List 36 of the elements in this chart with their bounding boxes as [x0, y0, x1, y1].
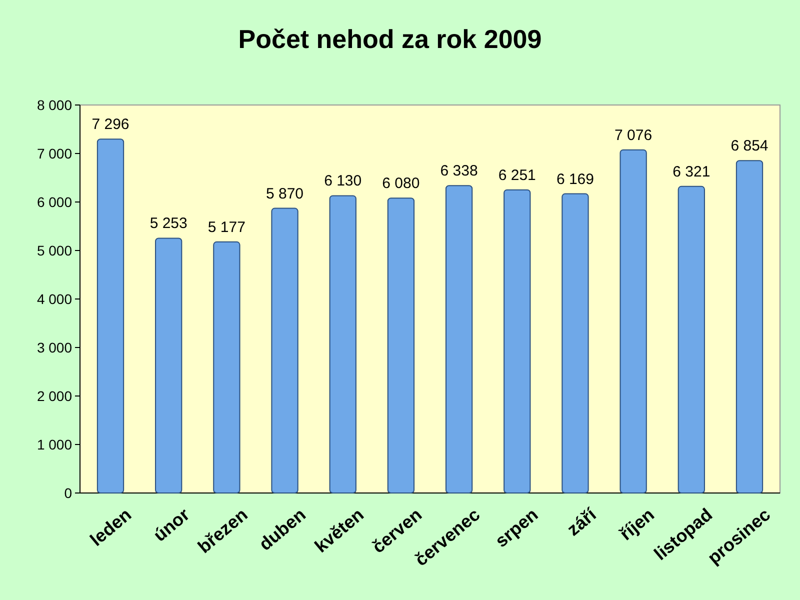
data-label: 5 870	[266, 185, 304, 202]
bar	[271, 208, 298, 494]
x-tick-label: září	[563, 504, 601, 540]
bar	[678, 186, 705, 494]
bar	[329, 195, 356, 494]
bar	[445, 185, 473, 494]
y-tick-label: 4 000	[36, 290, 72, 307]
y-tick-label: 0	[64, 484, 72, 501]
y-tick-label: 8 000	[36, 96, 72, 113]
data-label: 5 177	[208, 218, 246, 236]
data-label: 6 080	[382, 175, 420, 192]
data-label: 6 854	[730, 138, 768, 155]
bar	[387, 198, 415, 494]
bar	[213, 241, 240, 494]
bar	[96, 138, 124, 494]
bar	[620, 149, 647, 494]
x-tick-label: říjen	[616, 504, 658, 544]
data-label: 7 296	[92, 116, 130, 134]
chart-title: Počet nehod za rok 2009	[238, 24, 542, 54]
bar	[736, 160, 764, 494]
data-label: 6 321	[672, 163, 710, 180]
y-tick-label: 3 000	[36, 339, 72, 356]
y-tick-label: 6 000	[36, 194, 72, 210]
y-tick-label: 5 000	[36, 242, 72, 258]
bar	[562, 193, 589, 494]
data-label: 5 253	[150, 215, 188, 232]
y-tick-label: 1 000	[36, 436, 72, 452]
data-label: 6 169	[556, 170, 594, 188]
data-label: 6 130	[324, 172, 362, 190]
data-label: 7 076	[614, 126, 652, 144]
data-label: 6 251	[498, 166, 536, 184]
data-label: 6 338	[440, 162, 478, 180]
bar	[504, 189, 531, 494]
y-tick-label: 7 000	[36, 145, 72, 162]
bar	[155, 238, 182, 494]
y-tick-label: 2 000	[36, 388, 72, 404]
